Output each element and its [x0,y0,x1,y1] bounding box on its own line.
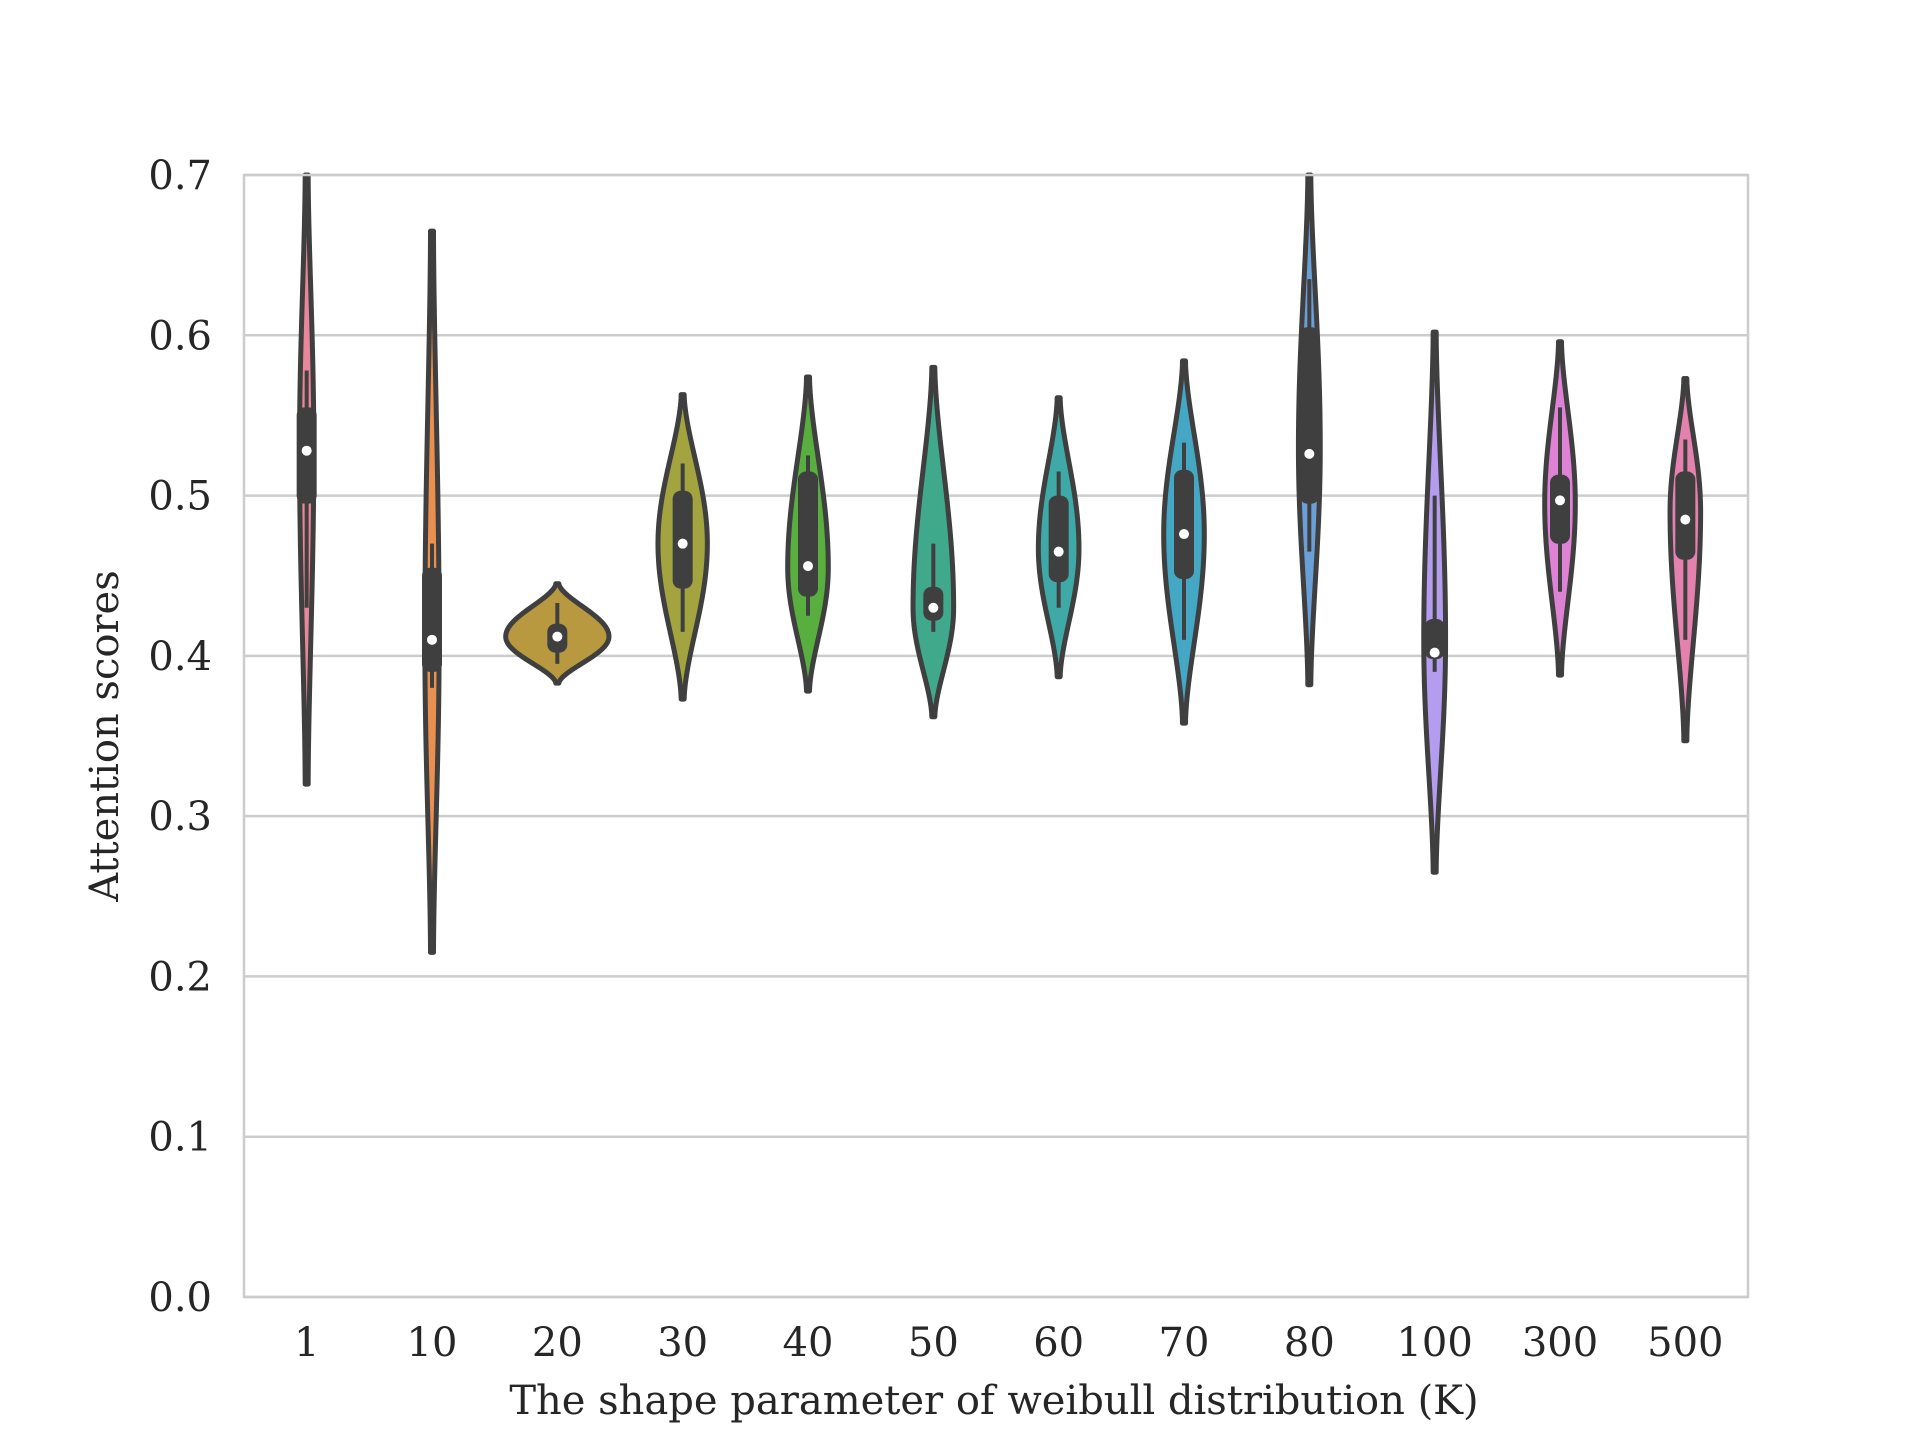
y-tick-label: 0.5 [148,474,212,520]
violin-20 [503,581,612,686]
violin-body [910,364,957,720]
x-tick-labels: 1 10 20 30 40 50 60 70 80 100 300 500 [294,1320,1724,1366]
violins [296,172,1704,955]
x-tick-label: 10 [407,1320,458,1366]
y-tick-label: 0.7 [148,153,212,199]
violin-50 [910,364,957,720]
violin-median-dot [1179,529,1189,540]
y-tick-label: 0.3 [148,794,212,840]
x-tick-label: 50 [908,1320,959,1366]
violin-median-dot [1053,546,1064,557]
y-tick-label: 0.4 [148,634,212,680]
violin-median-dot [552,631,563,642]
violin-100 [1421,329,1449,875]
violin-median-dot [1680,514,1691,525]
violin-30 [655,392,710,702]
violin-10 [422,228,442,955]
violin-median-dot [427,634,437,645]
violin-median-dot [1555,495,1565,506]
y-tick-label: 0.6 [148,313,212,359]
x-tick-label: 30 [657,1320,708,1366]
violin-70 [1161,358,1207,726]
x-tick-label: 80 [1284,1320,1335,1366]
violin-median-dot [301,445,312,456]
x-tick-label: 500 [1647,1320,1723,1366]
y-tick-label: 0.1 [148,1115,212,1161]
violin-median-dot [928,602,939,613]
plot-background [244,175,1748,1297]
y-tick-label: 0.0 [148,1275,212,1321]
violin-iqr-box [1424,618,1445,660]
violin-300 [1542,339,1578,678]
x-axis-title: The shape parameter of weibull distribut… [509,1378,1478,1424]
violin-median-dot [803,561,813,572]
x-tick-label: 1 [294,1320,319,1366]
y-tick-labels: 0.0 0.1 0.2 0.3 0.4 0.5 0.6 0.7 [148,153,212,1321]
violin-60 [1035,395,1082,680]
grid-lines [244,173,1748,1299]
x-tick-label: 60 [1033,1320,1084,1366]
x-tick-label: 70 [1159,1320,1210,1366]
violin-iqr-box [422,567,442,672]
violin-iqr-box [1550,474,1570,544]
x-tick-label: 100 [1396,1320,1472,1366]
violin-iqr-box [1299,327,1320,504]
violin-iqr-box [1174,469,1194,579]
violin-median-dot [1304,448,1315,459]
violin-iqr-box [1048,495,1069,583]
violin-iqr-box [798,471,818,597]
x-tick-label: 20 [532,1320,583,1366]
violin-median-dot [1429,647,1440,658]
x-tick-label: 300 [1522,1320,1598,1366]
violin-500 [1667,376,1704,744]
violin-median-dot [677,538,688,549]
violin-40 [785,374,831,694]
y-tick-label: 0.2 [148,954,212,1000]
x-tick-label: 40 [783,1320,834,1366]
y-axis-title: Attention scores [82,570,128,903]
plot-frame [242,173,1750,1299]
